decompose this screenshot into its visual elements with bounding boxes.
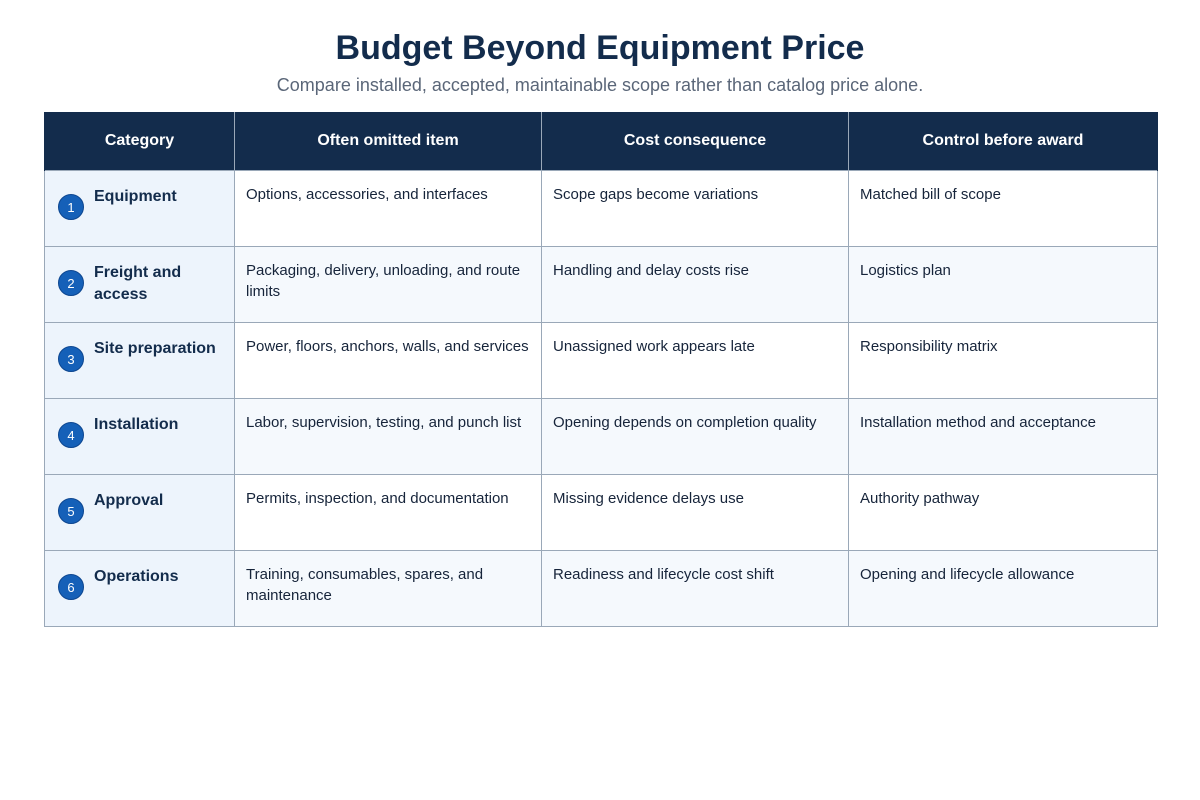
- table-row: 2 Freight and access Packaging, delivery…: [44, 245, 1158, 323]
- column-header-omitted-item: Often omitted item: [234, 112, 542, 170]
- budget-table: Category Often omitted item Cost consequ…: [44, 112, 1158, 627]
- cost-consequence-cell: Handling and delay costs rise: [541, 245, 849, 323]
- category-wrap: 2 Freight and access: [58, 262, 226, 306]
- category-label: Freight and access: [94, 263, 182, 303]
- category-label: Installation: [94, 415, 179, 433]
- category-label: Approval: [94, 491, 164, 509]
- category-wrap: 1 Equipment: [58, 186, 226, 220]
- omitted-item-cell: Training, consumables, spares, and maint…: [234, 549, 542, 627]
- omitted-item-cell: Permits, inspection, and documentation: [234, 473, 542, 551]
- table-row: 1 Equipment Options, accessories, and in…: [44, 169, 1158, 247]
- table-row: 3 Site preparation Power, floors, anchor…: [44, 321, 1158, 399]
- category-cell: 1 Equipment: [44, 169, 235, 247]
- category-cell: 4 Installation: [44, 397, 235, 475]
- row-number-badge: 5: [58, 497, 84, 524]
- row-number-badge: 2: [58, 269, 84, 296]
- omitted-item-cell: Options, accessories, and interfaces: [234, 169, 542, 247]
- control-cell: Matched bill of scope: [848, 169, 1158, 247]
- page-title: Budget Beyond Equipment Price: [335, 29, 865, 67]
- cost-consequence-cell: Opening depends on completion quality: [541, 397, 849, 475]
- control-cell: Logistics plan: [848, 245, 1158, 323]
- category-wrap: 3 Site preparation: [58, 338, 226, 372]
- table-header: Category Often omitted item Cost consequ…: [44, 112, 1158, 170]
- control-cell: Installation method and acceptance: [848, 397, 1158, 475]
- omitted-item-cell: Power, floors, anchors, walls, and servi…: [234, 321, 542, 399]
- category-cell: 5 Approval: [44, 473, 235, 551]
- row-number-badge: 4: [58, 421, 84, 448]
- control-cell: Responsibility matrix: [848, 321, 1158, 399]
- category-cell: 3 Site preparation: [44, 321, 235, 399]
- page-subtitle: Compare installed, accepted, maintainabl…: [276, 75, 924, 95]
- category-cell: 6 Operations: [44, 549, 235, 627]
- table-body: 1 Equipment Options, accessories, and in…: [44, 169, 1158, 627]
- cost-consequence-cell: Unassigned work appears late: [541, 321, 849, 399]
- category-label: Operations: [94, 567, 179, 585]
- cost-consequence-cell: Readiness and lifecycle cost shift: [541, 549, 849, 627]
- row-number-badge: 3: [58, 345, 84, 372]
- column-header-cost-consequence: Cost consequence: [541, 112, 849, 170]
- cost-consequence-cell: Scope gaps become variations: [541, 169, 849, 247]
- table-row: 6 Operations Training, consumables, spar…: [44, 549, 1158, 627]
- column-header-category: Category: [44, 112, 235, 170]
- column-header-control-before-award: Control before award: [848, 112, 1158, 170]
- category-wrap: 4 Installation: [58, 414, 226, 448]
- header-row: Category Often omitted item Cost consequ…: [44, 112, 1158, 170]
- row-number-badge: 6: [58, 573, 84, 600]
- control-cell: Opening and lifecycle allowance: [848, 549, 1158, 627]
- category-label: Equipment: [94, 187, 177, 205]
- category-wrap: 6 Operations: [58, 566, 226, 600]
- category-label: Site preparation: [94, 339, 216, 357]
- category-wrap: 5 Approval: [58, 490, 226, 524]
- omitted-item-cell: Packaging, delivery, unloading, and rout…: [234, 245, 542, 323]
- cost-consequence-cell: Missing evidence delays use: [541, 473, 849, 551]
- row-number-badge: 1: [58, 193, 84, 220]
- control-cell: Authority pathway: [848, 473, 1158, 551]
- table-row: 5 Approval Permits, inspection, and docu…: [44, 473, 1158, 551]
- category-cell: 2 Freight and access: [44, 245, 235, 323]
- omitted-item-cell: Labor, supervision, testing, and punch l…: [234, 397, 542, 475]
- table-row: 4 Installation Labor, supervision, testi…: [44, 397, 1158, 475]
